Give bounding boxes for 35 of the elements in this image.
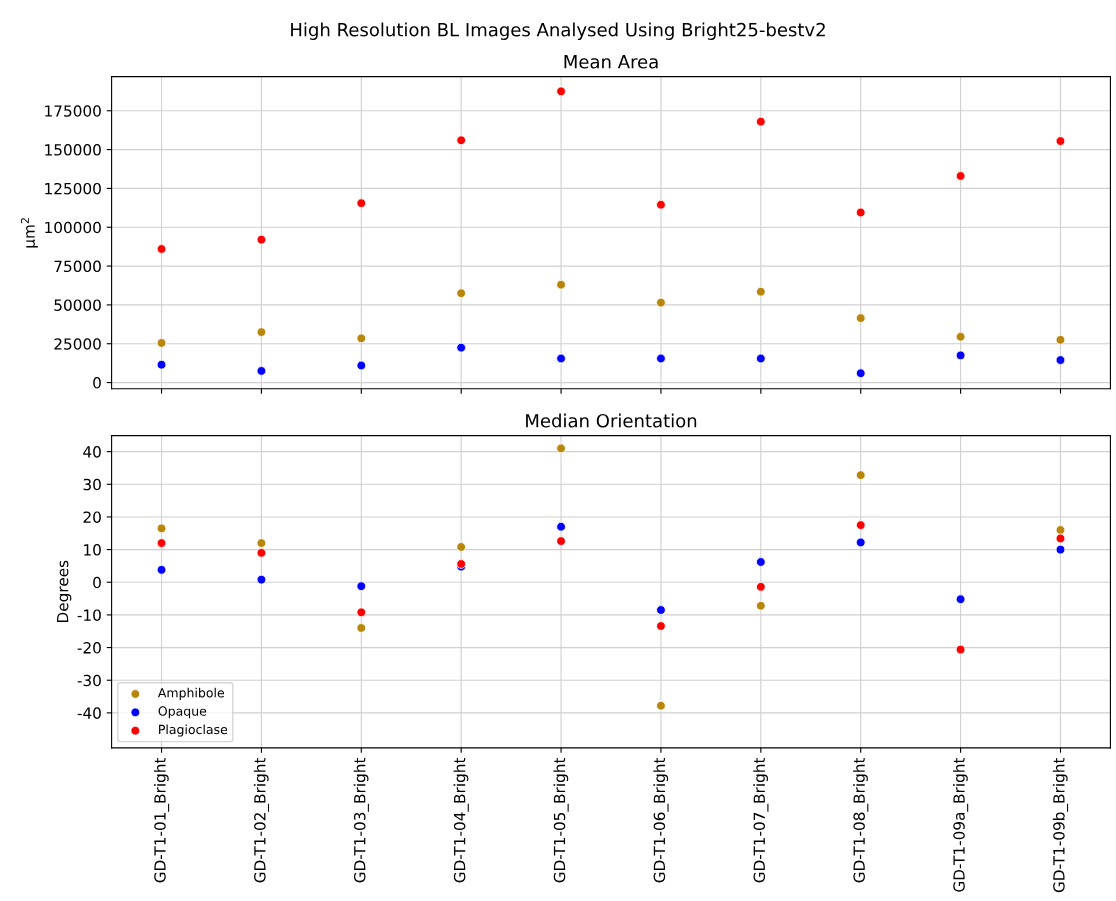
y-tick-label: -40 [77, 707, 101, 719]
y-tick-label: 10 [84, 544, 101, 556]
y-tick-label: 175000 [45, 105, 101, 117]
y-tick-label: 40 [83, 446, 101, 458]
y-tick-label: 150000 [45, 144, 101, 156]
x-tick-label: GD-T1-09a_Bright [952, 757, 969, 892]
y-tick-label: 20 [83, 511, 101, 523]
x-tick-label: GD-T1-01_Bright [153, 757, 170, 883]
x-tick-label: GD-T1-08_Bright [853, 757, 869, 883]
x-tick-label: GD-T1-05_Bright [553, 757, 569, 883]
x-tick-label: GD-T1-09b_Bright [1052, 757, 1069, 893]
legend-label: Plagioclase [159, 724, 228, 737]
y-tick-label: 50000 [54, 299, 101, 311]
y-tick-label: 100000 [45, 221, 101, 234]
x-tick-label: GD-T1-07_Bright [753, 757, 769, 883]
chart-title: Mean Area [564, 55, 658, 69]
y-tick-label: -10 [77, 609, 101, 621]
y-tick-label: 75000 [54, 260, 101, 273]
y-axis-title: μm$^{2}$ [20, 218, 38, 248]
y-tick-label: 30 [83, 478, 101, 491]
y-tick-label: -30 [77, 674, 101, 687]
y-tick-label: -20 [77, 642, 101, 654]
y-tick-label: 125000 [45, 182, 101, 195]
x-tick-label: GD-T1-03_Bright [353, 757, 369, 883]
y-tick-label: 25000 [54, 338, 101, 350]
legend-label: Opaque [158, 706, 207, 719]
x-tick-label: GD-T1-06_Bright [653, 757, 669, 883]
chart-title: Median Orientation [526, 413, 697, 428]
y-tick-label: 0 [93, 576, 101, 589]
legend-label: Amphibole [157, 687, 224, 700]
x-tick-label: GD-T1-02_Bright [253, 757, 270, 883]
x-tick-label: GD-T1-04_Bright [453, 757, 469, 883]
y-axis-title: Degrees [57, 560, 72, 623]
y-tick-label: 0 [93, 377, 101, 389]
text: High Resolution BL Images Analysed Using Bright25-bestv2 [291, 22, 825, 40]
